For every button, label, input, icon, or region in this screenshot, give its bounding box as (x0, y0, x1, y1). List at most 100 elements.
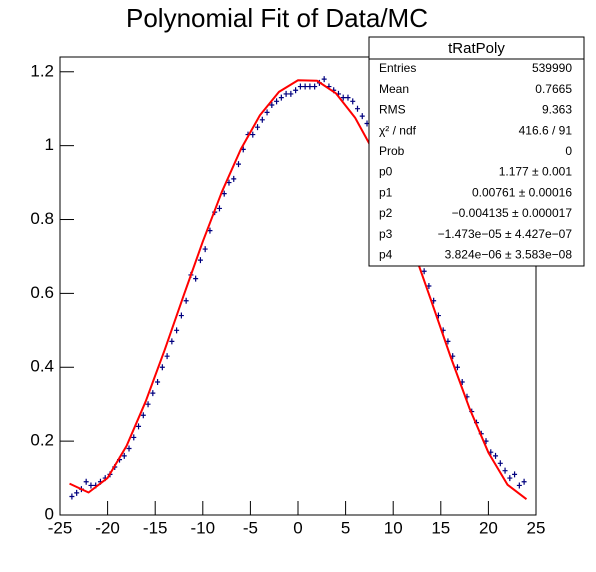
x-tick-label: -5 (243, 518, 258, 537)
data-point (145, 401, 151, 408)
x-tick-label: 15 (431, 518, 450, 537)
stats-value: 539990 (532, 61, 572, 75)
x-tick-label: 0 (293, 518, 302, 537)
data-point (426, 283, 432, 289)
data-point (283, 90, 289, 97)
data-point (131, 434, 137, 441)
chart-title: Polynomial Fit of Data/MC (126, 3, 428, 33)
data-point (140, 412, 146, 419)
data-point (178, 312, 184, 319)
stats-label: Prob (379, 144, 405, 158)
y-tick-label: 1.2 (30, 61, 54, 80)
data-point (183, 297, 189, 304)
data-point (197, 257, 203, 264)
data-point (126, 445, 132, 452)
stats-label: p3 (379, 227, 393, 241)
stats-value: 0.00761 ± 0.00016 (472, 185, 572, 199)
data-point (174, 327, 180, 334)
data-point (88, 482, 94, 489)
data-point (255, 124, 261, 131)
data-point (264, 109, 270, 116)
stats-label: χ² / ndf (379, 123, 417, 137)
data-point (231, 175, 237, 182)
stats-value: 1.177 ± 0.001 (499, 165, 573, 179)
y-tick-label: 0.4 (30, 357, 54, 376)
data-point (207, 227, 213, 234)
data-point (502, 467, 508, 474)
data-point (216, 205, 222, 212)
data-point (297, 83, 303, 90)
data-point (159, 364, 165, 371)
y-tick-label: 0.2 (30, 431, 54, 450)
data-point (293, 87, 299, 94)
stats-value: 9.363 (542, 103, 572, 117)
stats-label: p1 (379, 185, 393, 199)
y-tick-label: 0 (45, 504, 54, 523)
data-point (226, 179, 232, 186)
data-point (193, 275, 199, 282)
data-point (259, 116, 265, 123)
data-point (74, 489, 80, 496)
x-tick-label: 10 (384, 518, 403, 537)
data-point (421, 268, 427, 275)
data-point (521, 478, 527, 485)
data-point (359, 113, 365, 120)
y-tick-label: 0.6 (30, 283, 54, 302)
stats-label: p4 (379, 247, 393, 261)
data-point (278, 94, 284, 101)
data-point (169, 338, 175, 345)
stats-value: −1.473e−05 ± 4.427e−07 (438, 227, 573, 241)
data-point (312, 83, 318, 90)
data-point (164, 353, 170, 360)
x-tick-label: 25 (527, 518, 546, 537)
data-point (69, 493, 75, 500)
y-tick-label: 0.8 (30, 209, 54, 228)
data-point (288, 90, 294, 97)
x-tick-label: -15 (143, 518, 168, 537)
data-point (155, 379, 161, 386)
stats-value: 416.6 / 91 (519, 123, 573, 137)
data-point (250, 131, 256, 138)
stats-value: 0 (565, 144, 572, 158)
data-point (150, 390, 156, 397)
data-point (340, 94, 346, 101)
x-tick-label: -25 (48, 518, 73, 537)
data-point (121, 452, 127, 459)
data-point (350, 98, 356, 105)
data-point (454, 364, 460, 371)
plot-frame (59, 56, 537, 516)
data-point (302, 83, 308, 90)
data-point (83, 478, 89, 485)
data-point (516, 482, 522, 489)
stats-label: RMS (379, 103, 406, 117)
data-point (497, 460, 503, 467)
x-tick-label: 5 (341, 518, 350, 537)
y-tick-label: 1 (45, 135, 54, 154)
data-point (493, 452, 499, 459)
data-point (202, 246, 208, 253)
data-point (274, 98, 280, 105)
data-point (307, 83, 313, 90)
stats-title: tRatPoly (448, 40, 505, 57)
data-point (507, 475, 513, 482)
data-point (512, 471, 518, 478)
data-point (321, 76, 327, 83)
stats-label: Mean (379, 82, 409, 96)
stats-box (368, 36, 585, 267)
fit-curve (69, 79, 528, 500)
x-tick-label: 20 (479, 518, 498, 537)
stats-label: Entries (379, 61, 416, 75)
stats-value: 0.7665 (535, 82, 572, 96)
stats-value: −0.004135 ± 0.000017 (452, 206, 573, 220)
x-tick-label: -20 (95, 518, 120, 537)
data-point (236, 161, 241, 168)
data-point (221, 190, 227, 197)
data-point (345, 94, 351, 101)
x-tick-label: -10 (191, 518, 216, 537)
data-point (136, 423, 142, 430)
stats-value: 3.824e−06 ± 3.583e−08 (445, 247, 573, 261)
stats-label: p2 (379, 206, 393, 220)
data-point (355, 105, 360, 112)
